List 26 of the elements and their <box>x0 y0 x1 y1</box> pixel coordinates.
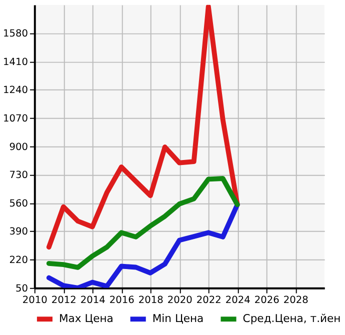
x-tick-label: 2014 <box>80 295 106 306</box>
y-tick-label: 1070 <box>3 113 28 124</box>
y-tick-label: 390 <box>9 226 28 238</box>
y-tick-label: 730 <box>9 170 28 182</box>
x-tick-label: 2016 <box>109 295 134 306</box>
y-tick-label: 1240 <box>3 85 28 96</box>
y-tick-label: 220 <box>9 255 28 266</box>
x-tick-label: 2022 <box>196 295 222 306</box>
y-tick-label: 50 <box>16 283 28 294</box>
line-series <box>46 176 240 270</box>
y-tick-label: 1580 <box>3 28 28 40</box>
x-tick-label: 2010 <box>22 295 48 306</box>
x-tick-label: 2020 <box>167 295 192 306</box>
legend-label: Сред.Цена, т.йен <box>242 312 341 326</box>
legend-label: Min Цена <box>152 312 204 326</box>
line-series <box>46 202 240 288</box>
x-tick-label: 2018 <box>138 295 164 306</box>
y-tick-label: 900 <box>9 142 28 153</box>
y-tick-label: 560 <box>9 198 28 210</box>
legend-label: Max Цена <box>58 312 114 326</box>
x-tick-label: 2012 <box>51 295 76 306</box>
x-tick-label: 2026 <box>254 295 280 306</box>
x-tick-label: 2024 <box>225 295 250 306</box>
line-series <box>46 4 240 250</box>
x-tick-label: 2028 <box>283 295 308 306</box>
y-tick-label: 1410 <box>3 56 28 68</box>
